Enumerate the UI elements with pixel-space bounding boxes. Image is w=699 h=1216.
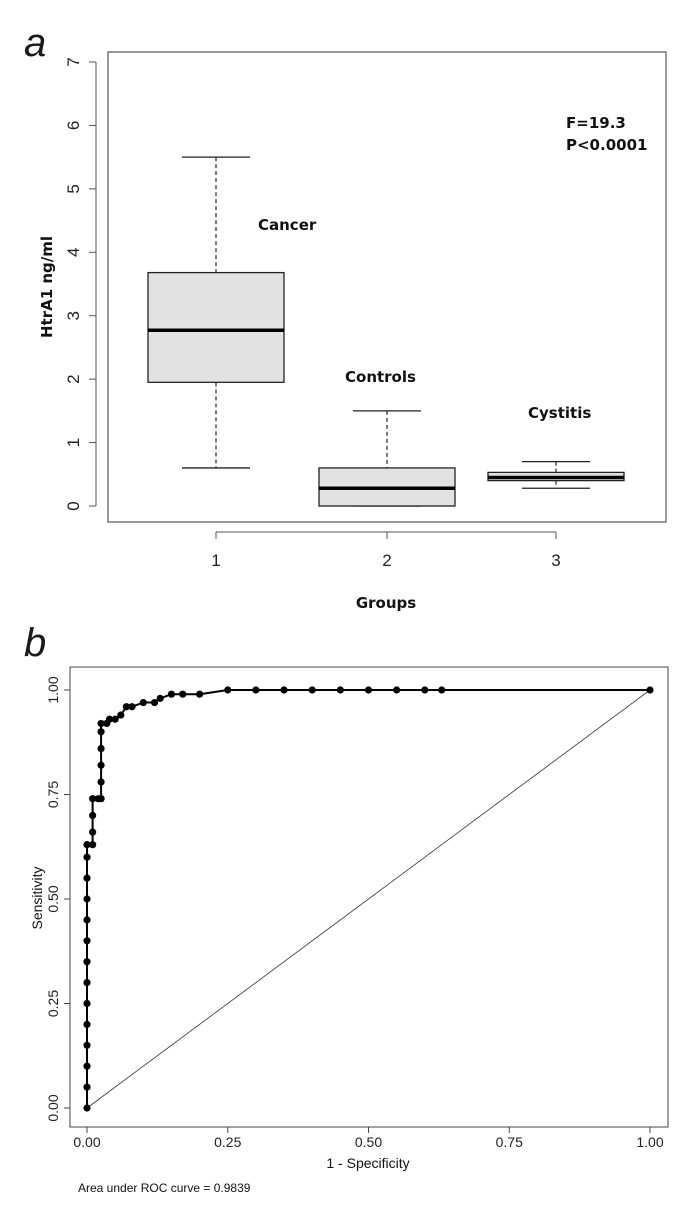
reference-line: [86, 689, 651, 1109]
roc-point: [83, 916, 91, 924]
roc-point: [336, 686, 344, 694]
roc-curve: [83, 686, 654, 1112]
roc-point: [364, 686, 373, 694]
roc-point: [252, 686, 260, 694]
y-tick-label-a: 5: [64, 184, 83, 193]
group-label-cystitis: Cystitis: [528, 404, 591, 422]
roc-point: [89, 795, 97, 803]
y-tick-label-a: 0: [64, 501, 83, 510]
roc-point: [421, 686, 429, 694]
roc-point: [196, 690, 204, 698]
y-tick-label-a: 1: [64, 438, 83, 447]
roc-point: [83, 1041, 91, 1049]
roc-point: [156, 694, 164, 702]
panel-a: a 0 1 2 3 4 5 6 7 1 2 3 HtrA1 ng/ml Groups F=19.3…: [24, 21, 667, 612]
plot-frame-a: [107, 51, 667, 523]
roc-point: [393, 686, 401, 694]
y-tick-label-b: 1.00: [45, 676, 61, 703]
x-tick-label-b: 0.50: [355, 1134, 382, 1150]
roc-point: [139, 698, 147, 707]
boxplots: [147, 156, 625, 507]
roc-point: [97, 778, 105, 786]
p-value: P<0.0001: [566, 136, 647, 154]
roc-point: [97, 744, 105, 753]
f-statistic: F=19.3: [566, 114, 626, 132]
x-axis-label-b: 1 - Specificity: [326, 1155, 409, 1171]
box-cancer: [147, 156, 285, 469]
roc-point: [83, 1062, 91, 1070]
x-tick-label-b: 0.25: [214, 1134, 241, 1150]
roc-point: [83, 1104, 91, 1112]
roc-point: [83, 1083, 91, 1091]
roc-point: [89, 841, 97, 849]
roc-point: [117, 711, 125, 719]
roc-point: [89, 828, 97, 836]
y-tick-label-b: 0.00: [45, 1094, 61, 1121]
x-tick-label-b: 0.75: [496, 1134, 523, 1150]
panel-b-label: b: [24, 621, 46, 665]
x-tick-label-a: 2: [382, 551, 391, 570]
x-axis-label-a: Groups: [356, 594, 416, 612]
box-controls: [318, 410, 456, 507]
roc-point: [167, 690, 176, 698]
panel-b: b 0.00 0.25 0.50 0.75 1.00 0.00 0.25 0.50 0.75 1…: [24, 621, 669, 1195]
roc-point: [224, 686, 232, 694]
roc-point: [83, 958, 91, 966]
roc-point: [83, 1020, 91, 1028]
roc-point: [97, 795, 105, 803]
roc-point: [105, 715, 114, 723]
iqr-box: [147, 271, 285, 383]
x-tick-label-b: 0.00: [73, 1134, 100, 1150]
auc-annotation: Area under ROC curve = 0.9839: [78, 1181, 251, 1195]
roc-point: [646, 686, 654, 694]
roc-point: [280, 686, 288, 694]
x-axis-b: 0.00 0.25 0.50 0.75 1.00: [73, 1127, 664, 1150]
roc-point: [83, 979, 91, 987]
roc-point: [83, 999, 91, 1008]
panel-a-label: a: [24, 21, 46, 65]
roc-point: [308, 686, 316, 694]
y-tick-label-b: 0.25: [45, 990, 61, 1017]
y-tick-label-a: 7: [64, 57, 83, 66]
roc-point: [89, 811, 97, 820]
roc-point: [111, 715, 119, 723]
roc-point: [122, 703, 131, 711]
reference-diagonal: [86, 689, 651, 1109]
roc-point: [97, 728, 105, 736]
roc-point: [83, 853, 91, 861]
plot-frame-b: [69, 666, 669, 1128]
y-tick-label-a: 3: [64, 311, 83, 320]
roc-point: [179, 690, 187, 698]
roc-point: [83, 937, 91, 945]
x-tick-label-a: 3: [551, 551, 560, 570]
y-tick-label-a: 6: [64, 121, 83, 130]
y-tick-label-a: 4: [64, 248, 83, 257]
y-axis-b: 0.00 0.25 0.50 0.75 1.00: [45, 676, 70, 1122]
box-cystitis: [487, 460, 625, 489]
x-axis-a: 1 2 3: [211, 531, 561, 570]
roc-point: [83, 874, 91, 882]
roc-point: [97, 719, 105, 728]
group-label-cancer: Cancer: [258, 216, 317, 234]
roc-point: [83, 841, 91, 849]
roc-point: [83, 895, 91, 903]
y-tick-label-b: 0.50: [45, 885, 61, 912]
roc-point: [128, 703, 136, 711]
x-tick-label-a: 1: [211, 551, 220, 570]
y-tick-label-a: 2: [64, 374, 83, 383]
y-axis-label-b: Sensitivity: [29, 866, 45, 929]
y-axis-label-a: HtrA1 ng/ml: [38, 236, 56, 338]
roc-point: [150, 698, 159, 707]
x-tick-label-b: 1.00: [636, 1134, 663, 1150]
y-axis-a: 0 1 2 3 4 5 6 7: [64, 57, 97, 511]
roc-point: [438, 686, 446, 694]
y-tick-label-b: 0.75: [45, 781, 61, 808]
roc-point: [97, 761, 105, 769]
group-label-controls: Controls: [345, 368, 416, 386]
